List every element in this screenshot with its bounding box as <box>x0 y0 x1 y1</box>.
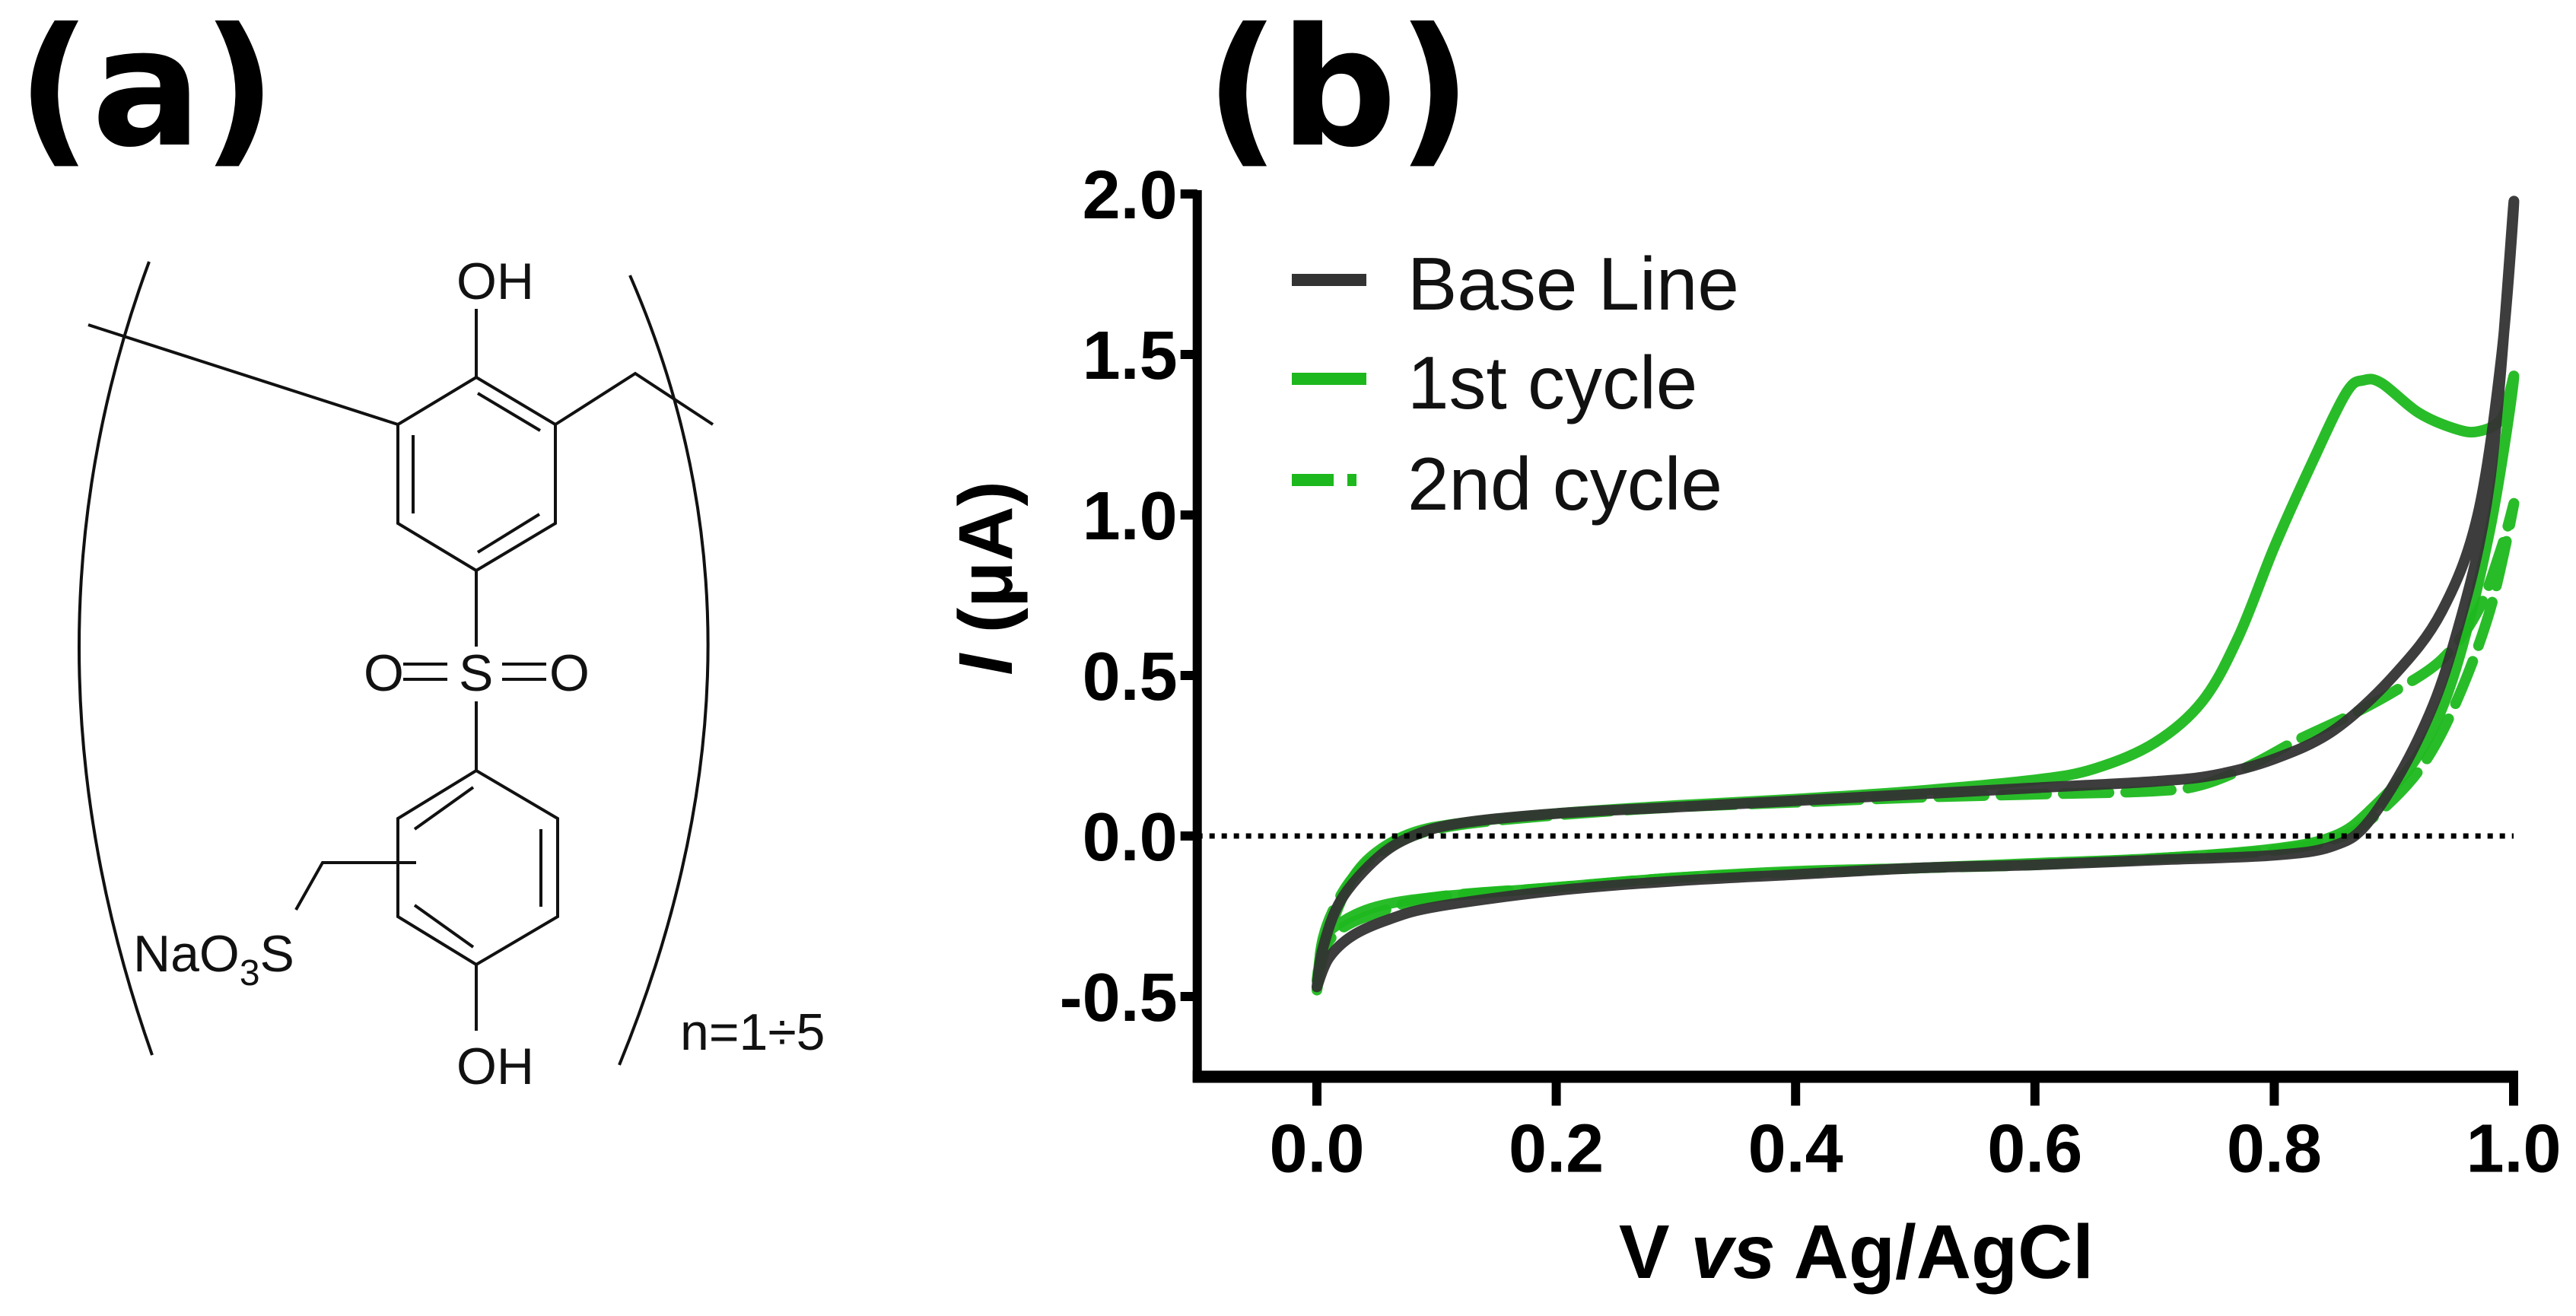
y-tick-label: 1.0 <box>1083 478 1178 555</box>
legend: Base Line 1st cycle 2nd cycle <box>1292 242 1739 526</box>
y-tick-label: 1.5 <box>1083 318 1178 394</box>
legend-label-base-line: Base Line <box>1407 242 1739 326</box>
sulfonyl-oxygen-left: O <box>364 644 404 702</box>
sulfonyl-oxygen-right: O <box>549 644 590 702</box>
y-tick-label: 2.0 <box>1083 157 1178 234</box>
methylene-link <box>554 371 714 426</box>
top-benzene-ring <box>396 375 557 573</box>
x-tick-label: 1.0 <box>2466 1111 2561 1187</box>
right-bracket <box>618 275 710 1066</box>
y-tick-label: 0.0 <box>1083 799 1178 876</box>
tick-labels: 2.0 1.5 1.0 0.5 0.0 -0.5 0.0 0.2 0.4 0.6 0.8 1.0 <box>1060 157 2562 1187</box>
panel-b-label: (b) <box>1205 0 1471 183</box>
x-axis-title: V vs Ag/AgCl <box>1619 1210 2094 1295</box>
x-tick-label: 0.0 <box>1269 1111 1364 1187</box>
polymer-link-left <box>87 323 399 426</box>
chemical-structure: OH O S O OH NaO3S n=1÷5 <box>78 253 825 1095</box>
cv-plot: 2.0 1.5 1.0 0.5 0.0 -0.5 0.0 0.2 0.4 0.6 0.8 1.0 Ba… <box>943 157 2562 1295</box>
y-axis-title: I (μA) <box>943 481 1029 675</box>
axes <box>1180 189 2518 1106</box>
sulfonate-group: NaO3S <box>133 925 294 993</box>
legend-label-1st-cycle: 1st cycle <box>1407 341 1697 424</box>
bottom-benzene-ring <box>396 768 559 967</box>
x-tick-label: 0.4 <box>1748 1111 1843 1187</box>
sulfonyl-sulfur: S <box>459 644 493 702</box>
y-tick-label: 0.5 <box>1083 639 1178 715</box>
series-base-line <box>1312 195 2520 993</box>
left-bracket <box>78 261 154 1056</box>
x-tick-label: 0.2 <box>1509 1111 1604 1187</box>
legend-label-2nd-cycle: 2nd cycle <box>1407 442 1722 526</box>
y-tick-label: -0.5 <box>1060 960 1178 1036</box>
series-curves <box>1312 195 2520 996</box>
hydroxyl-bottom: OH <box>456 1038 534 1095</box>
sulfomethyl-link <box>294 861 416 911</box>
x-tick-label: 0.8 <box>2227 1111 2322 1187</box>
repeat-unit-label: n=1÷5 <box>680 1003 825 1061</box>
series-2nd-cycle <box>1312 497 2520 986</box>
x-tick-label: 0.6 <box>1987 1111 2082 1187</box>
hydroxyl-top: OH <box>456 253 534 310</box>
panel-a-label: (a) <box>17 0 277 183</box>
